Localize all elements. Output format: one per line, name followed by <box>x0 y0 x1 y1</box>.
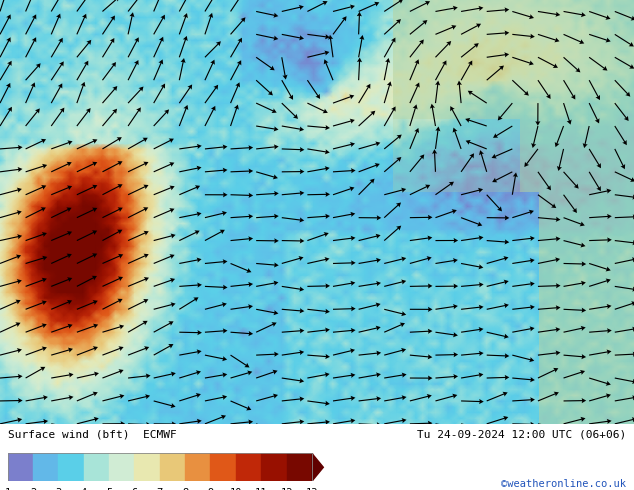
Text: 7: 7 <box>157 488 163 490</box>
Bar <box>33 453 58 481</box>
Text: 9: 9 <box>207 488 214 490</box>
Bar <box>236 453 261 481</box>
Polygon shape <box>312 453 323 481</box>
Bar <box>185 453 210 481</box>
Text: 5: 5 <box>106 488 112 490</box>
Bar <box>210 453 236 481</box>
Bar <box>109 453 134 481</box>
Bar <box>84 453 109 481</box>
Bar <box>287 453 312 481</box>
Bar <box>58 453 84 481</box>
Text: Tu 24-09-2024 12:00 UTC (06+06): Tu 24-09-2024 12:00 UTC (06+06) <box>417 429 626 439</box>
Text: 6: 6 <box>131 488 138 490</box>
Bar <box>160 453 185 481</box>
Text: 12: 12 <box>280 488 293 490</box>
Text: 10: 10 <box>230 488 242 490</box>
Text: 1: 1 <box>4 488 11 490</box>
Text: 11: 11 <box>255 488 268 490</box>
Text: 4: 4 <box>81 488 87 490</box>
Bar <box>134 453 160 481</box>
Text: Surface wind (bft)  ECMWF: Surface wind (bft) ECMWF <box>8 429 176 439</box>
Bar <box>8 453 33 481</box>
Text: 2: 2 <box>30 488 36 490</box>
Text: ©weatheronline.co.uk: ©weatheronline.co.uk <box>501 479 626 489</box>
Text: 8: 8 <box>182 488 188 490</box>
Bar <box>261 453 287 481</box>
Text: 13: 13 <box>306 488 318 490</box>
Text: 3: 3 <box>55 488 61 490</box>
